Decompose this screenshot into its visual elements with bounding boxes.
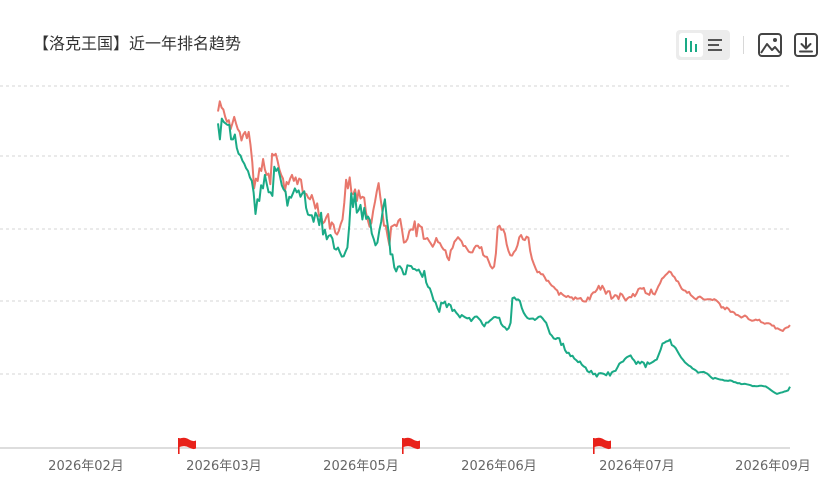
grid-lines — [0, 85, 790, 375]
series-line-2 — [217, 117, 791, 395]
event-flag-icon[interactable] — [402, 437, 420, 454]
event-flag-icon[interactable] — [593, 437, 611, 454]
x-tick-label: 2026年03月 — [186, 459, 262, 474]
chart-toolbar — [676, 30, 826, 60]
x-axis-labels: 2026年02月 2026年03月 2026年05月 2026年06月 2026年07月… — [48, 459, 811, 474]
series-line-1 — [217, 100, 791, 332]
save-image-button[interactable] — [756, 31, 784, 59]
image-icon — [758, 33, 782, 57]
list-icon — [708, 39, 722, 51]
view-toggle — [676, 30, 730, 60]
list-view-button[interactable] — [703, 33, 727, 57]
event-flag-icon[interactable] — [178, 437, 196, 454]
download-button[interactable] — [792, 31, 820, 59]
series-lines — [217, 100, 791, 395]
x-tick-label: 2026年06月 — [461, 459, 537, 474]
chart-title: 【洛克王国】近一年排名趋势 — [33, 34, 242, 53]
x-tick-label: 2026年02月 — [48, 459, 124, 474]
x-tick-label: 2026年09月 — [735, 459, 811, 474]
x-tick-label: 2026年07月 — [599, 459, 675, 474]
toolbar-divider — [743, 36, 744, 54]
bar-chart-view-button[interactable] — [679, 33, 703, 57]
bar-chart-icon — [685, 38, 697, 52]
event-flags — [178, 437, 611, 454]
download-icon — [794, 33, 818, 57]
x-tick-label: 2026年05月 — [323, 459, 399, 474]
